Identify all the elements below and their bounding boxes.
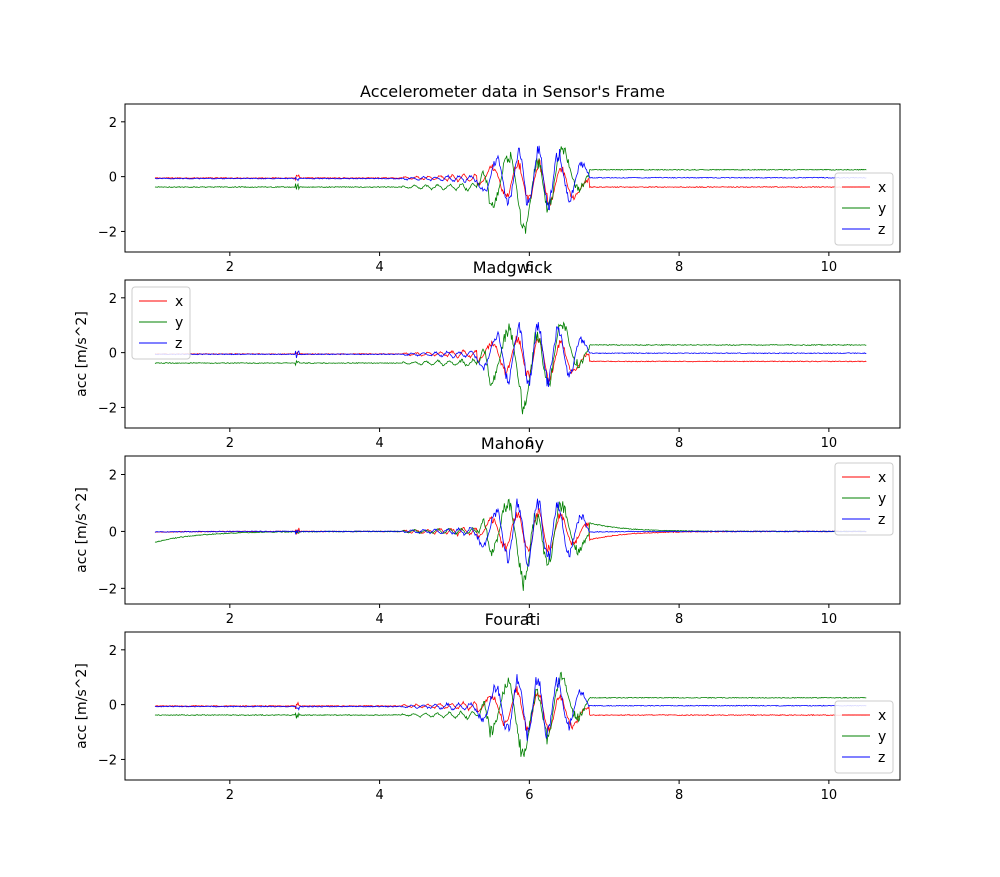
chart-title: Mahony bbox=[481, 434, 544, 453]
legend: xyz bbox=[834, 462, 894, 536]
x-tick-label: 10 bbox=[821, 612, 838, 627]
x-tick-label: 2 bbox=[226, 788, 234, 803]
legend: xyz bbox=[834, 700, 894, 774]
legend-label-x: x bbox=[878, 708, 886, 724]
legend-box bbox=[834, 700, 894, 774]
series-line-z bbox=[154, 322, 867, 388]
series-line-z bbox=[154, 145, 867, 211]
x-tick-label: 8 bbox=[675, 260, 683, 275]
x-tick-label: 4 bbox=[375, 260, 383, 275]
chart-title: Accelerometer data in Sensor's Frame bbox=[360, 82, 665, 101]
series-line-x bbox=[154, 335, 867, 383]
subplot-2: 2 4 6 8 10 2 0 −2 Madgwick acc [m/s^2] xyz bbox=[74, 258, 901, 451]
series-line-y bbox=[154, 146, 867, 234]
x-tick-label: 2 bbox=[226, 260, 234, 275]
y-tick-label: −2 bbox=[98, 225, 117, 240]
x-tick-label: 2 bbox=[226, 436, 234, 451]
x-tick-label: 10 bbox=[821, 436, 838, 451]
x-tick-label: 2 bbox=[226, 612, 234, 627]
legend-label-x: x bbox=[878, 470, 886, 486]
series-line-x bbox=[154, 158, 867, 206]
legend-box bbox=[834, 172, 894, 246]
x-tick-label: 8 bbox=[675, 436, 683, 451]
legend-label-z: z bbox=[175, 336, 182, 352]
x-tick-label: 4 bbox=[375, 612, 383, 627]
x-tick-label: 4 bbox=[375, 436, 383, 451]
axes-frame bbox=[124, 279, 901, 429]
legend-box bbox=[131, 286, 191, 360]
subplot-4: 2 4 6 8 10 2 0 −2 Fourati acc [m/s^2] xyz bbox=[74, 610, 901, 803]
y-tick-label: −2 bbox=[98, 753, 117, 768]
legend-label-x: x bbox=[175, 294, 183, 310]
axes-frame bbox=[124, 631, 901, 781]
series-line-y bbox=[154, 321, 867, 415]
x-tick-label: 8 bbox=[675, 612, 683, 627]
series-line-y bbox=[154, 671, 867, 757]
subplot-3: 2 4 6 8 10 2 0 −2 Mahony acc [m/s^2] xyz bbox=[74, 434, 901, 627]
y-axis-label: acc [m/s^2] bbox=[74, 311, 90, 397]
legend-label-y: y bbox=[878, 491, 886, 507]
subplot-1: 2 4 6 8 10 2 0 −2 Accelerometer data in Sensor's… bbox=[98, 82, 901, 275]
axes-frame bbox=[124, 455, 901, 605]
legend: xyz bbox=[834, 172, 894, 246]
legend-label-z: z bbox=[878, 750, 885, 766]
legend-label-x: x bbox=[878, 180, 886, 196]
y-tick-label: 0 bbox=[109, 525, 117, 540]
x-tick-label: 6 bbox=[525, 260, 533, 275]
chart-title: Madgwick bbox=[473, 258, 553, 277]
y-tick-label: 2 bbox=[109, 116, 117, 131]
x-tick-label: 6 bbox=[525, 788, 533, 803]
y-tick-label: 0 bbox=[109, 699, 117, 714]
legend-label-z: z bbox=[878, 512, 885, 528]
y-tick-label: 2 bbox=[109, 644, 117, 659]
x-tick-label: 10 bbox=[821, 260, 838, 275]
y-tick-label: 2 bbox=[109, 469, 117, 484]
x-tick-label: 8 bbox=[675, 788, 683, 803]
series-line-z bbox=[154, 674, 867, 741]
legend: xyz bbox=[131, 286, 191, 360]
series-line-x bbox=[154, 686, 867, 734]
x-tick-label: 6 bbox=[525, 612, 533, 627]
y-tick-label: 0 bbox=[109, 347, 117, 362]
y-tick-label: 0 bbox=[109, 171, 117, 186]
series-line-y bbox=[154, 498, 867, 591]
axes-frame bbox=[124, 103, 901, 253]
x-tick-label: 6 bbox=[525, 436, 533, 451]
legend-label-y: y bbox=[175, 315, 183, 331]
y-axis-label: acc [m/s^2] bbox=[74, 487, 90, 573]
legend-label-z: z bbox=[878, 222, 885, 238]
y-tick-label: −2 bbox=[98, 401, 117, 416]
legend-box bbox=[834, 462, 894, 536]
y-axis-label: acc [m/s^2] bbox=[74, 663, 90, 749]
x-tick-label: 4 bbox=[375, 788, 383, 803]
legend-label-y: y bbox=[878, 201, 886, 217]
y-tick-label: −2 bbox=[98, 582, 117, 597]
y-tick-label: 2 bbox=[109, 292, 117, 307]
x-tick-label: 10 bbox=[821, 788, 838, 803]
chart-title: Fourati bbox=[485, 610, 541, 629]
series-line-z bbox=[154, 498, 867, 567]
legend-label-y: y bbox=[878, 729, 886, 745]
